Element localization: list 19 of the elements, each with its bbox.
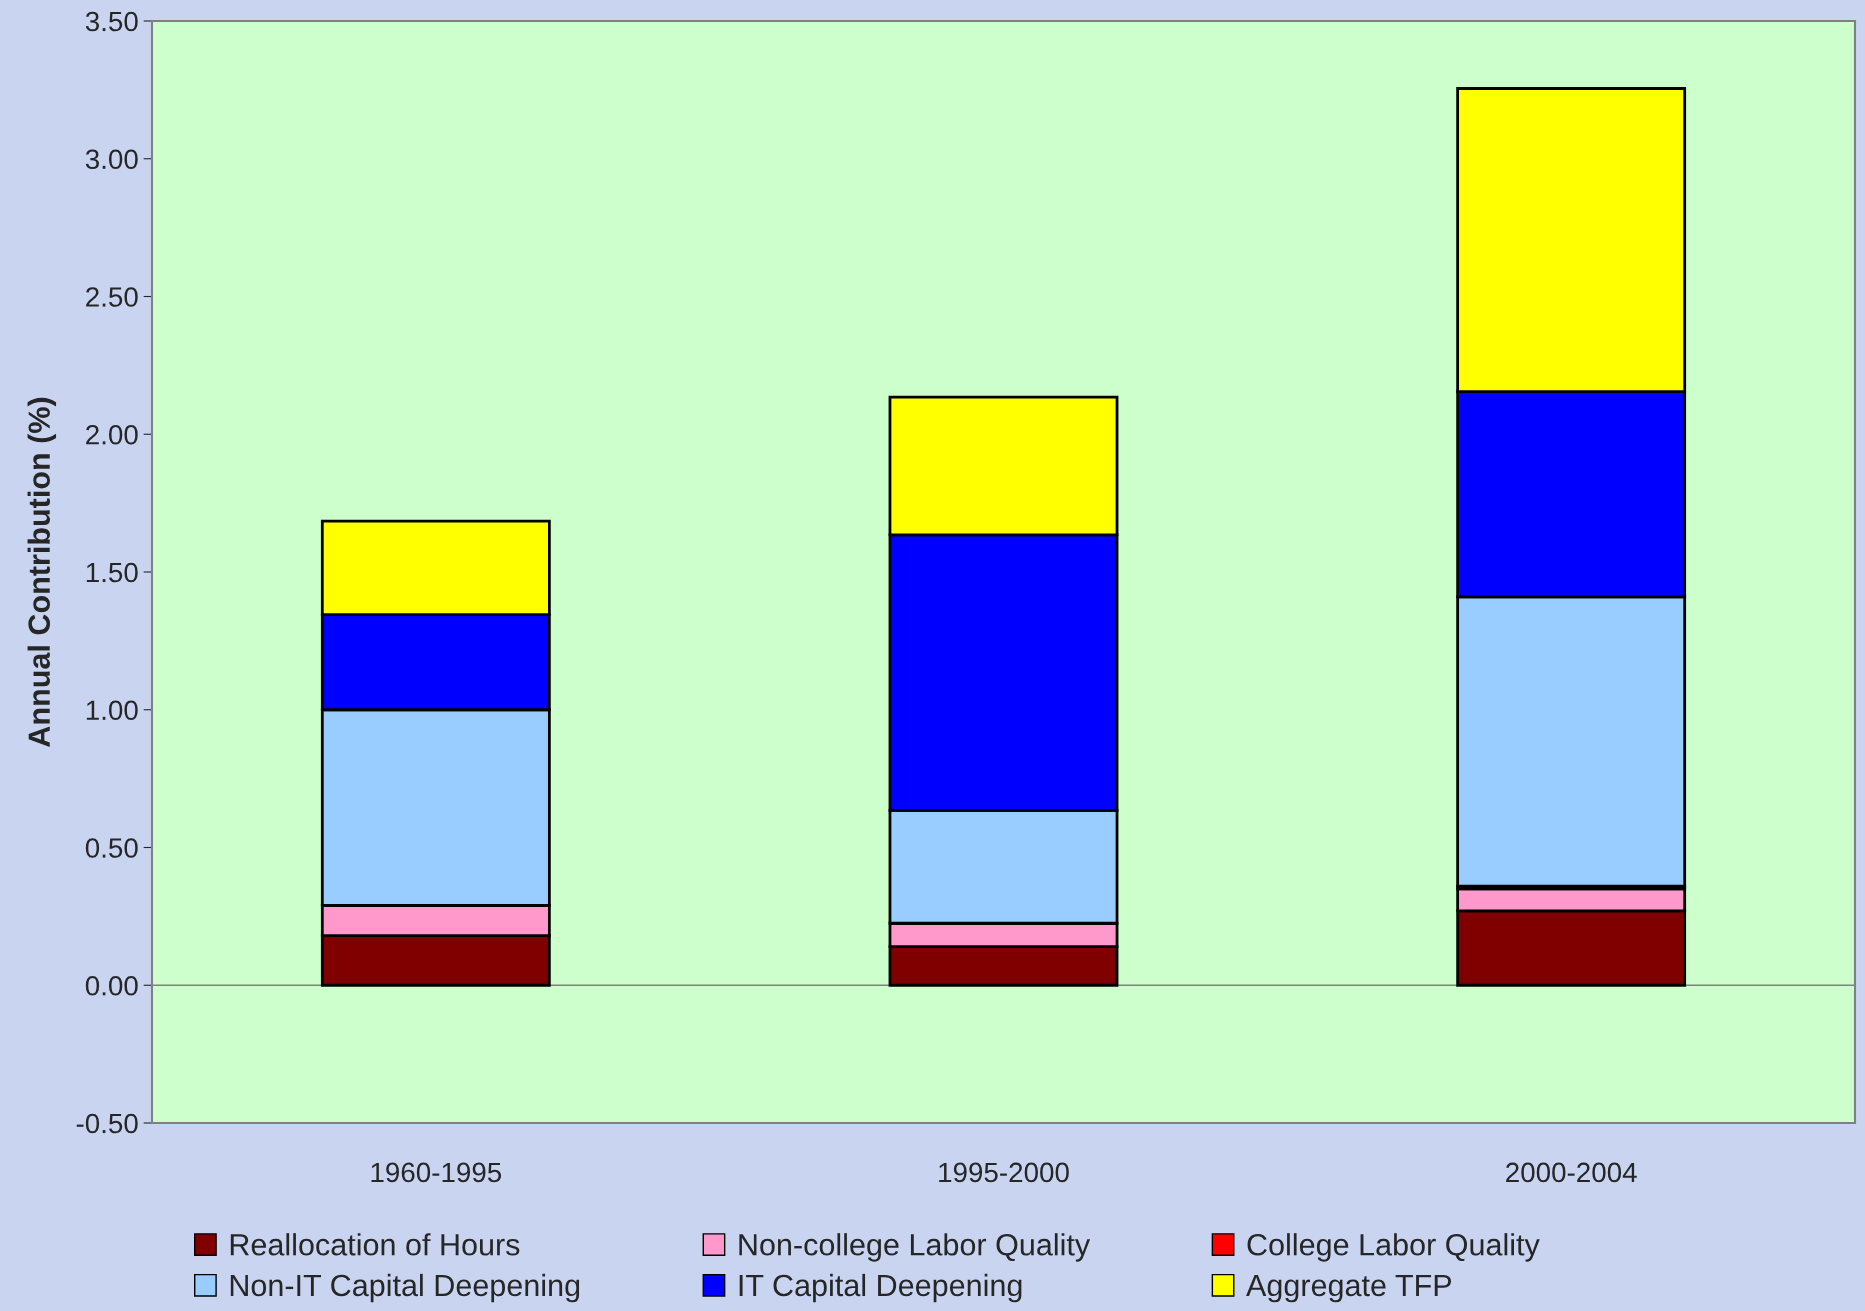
- y-tick-label: 2.50: [86, 287, 138, 307]
- legend-label: Aggregate TFP: [1246, 1274, 1452, 1303]
- legend-label: Non-IT Capital Deepening: [230, 1273, 580, 1303]
- y-tick-label: 0.00: [85, 975, 138, 996]
- legend-label: IT Capital Deepening: [739, 1273, 1022, 1303]
- x-tick-label: 1960-1995: [371, 1162, 502, 1183]
- legend-label: College Labor Quality: [1247, 1233, 1540, 1262]
- y-axis-title: Annual Contribution (%): [27, 397, 57, 747]
- legend-label: Reallocation of Hours: [230, 1233, 520, 1256]
- x-tick-label: 1995-2000: [939, 1162, 1069, 1183]
- y-tick-label: 1.50: [86, 562, 138, 583]
- x-tick-label: 2000-2004: [1506, 1162, 1637, 1183]
- y-tick-label: 3.00: [85, 149, 138, 170]
- y-tick-label: -0.50: [76, 1113, 138, 1134]
- y-tick-label: 3.50: [85, 11, 138, 32]
- y-tick-label: 1.00: [86, 700, 138, 721]
- legend-label: Non-college Labor Quality: [739, 1233, 1091, 1262]
- y-tick-label: 2.00: [86, 424, 138, 445]
- y-tick-label: 0.50: [85, 838, 138, 858]
